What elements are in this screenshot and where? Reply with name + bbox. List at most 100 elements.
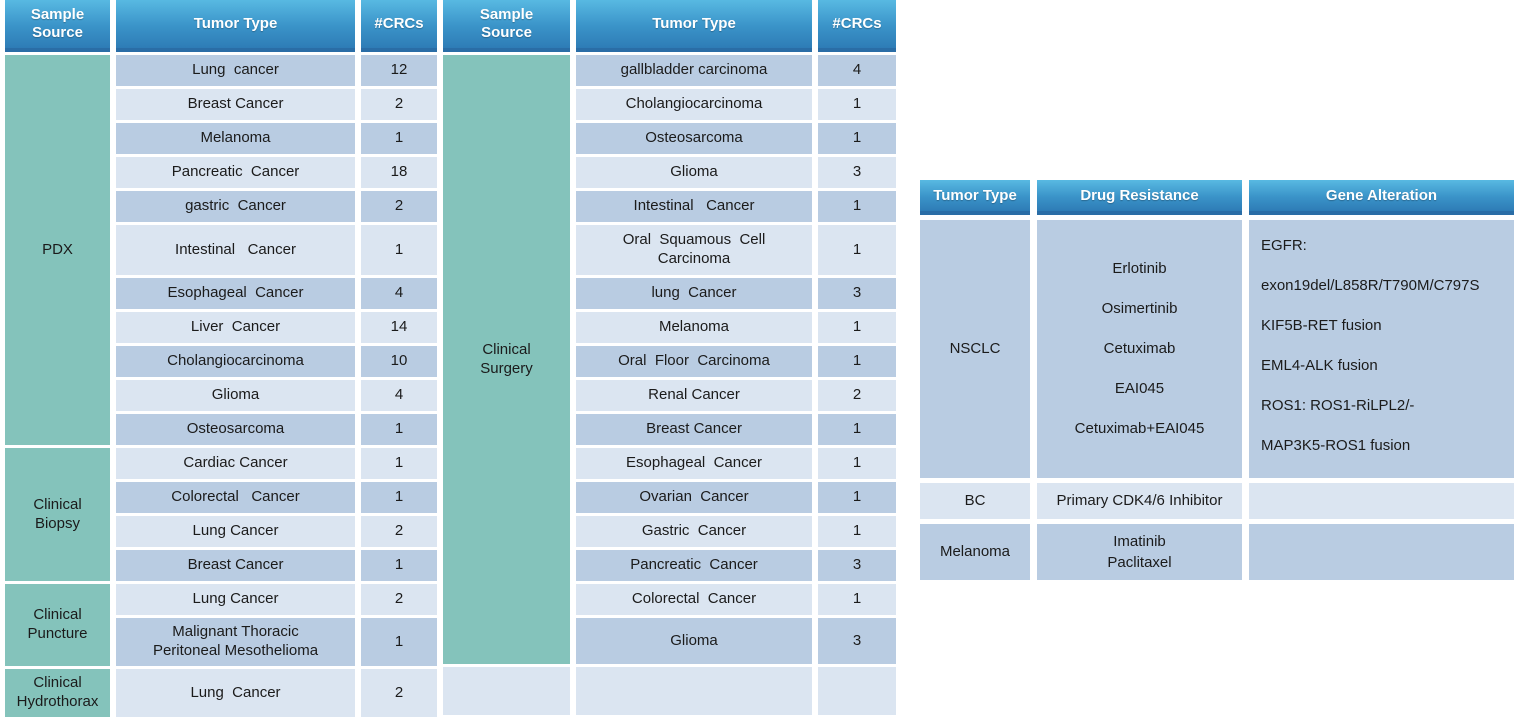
crc-count-cell: 1: [818, 89, 896, 120]
header-cell-sample-source: Sample Source: [443, 0, 570, 52]
tumor-type-cell: Liver Cancer: [116, 312, 355, 343]
drug-resistance-cell: Erlotinib Osimertinib Cetuximab EAI045 C…: [1037, 220, 1242, 478]
crc-count-cell: 2: [361, 89, 437, 120]
tumor-type-cell: Colorectal Cancer: [576, 584, 812, 615]
tumor-type-cell: Glioma: [116, 380, 355, 411]
tumor-type-cell: Melanoma: [116, 123, 355, 154]
header-label: Drug Resistance: [1080, 186, 1199, 204]
header-cell-crcs: #CRCs: [361, 0, 437, 52]
tumor-type-cell: Pancreatic Cancer: [116, 157, 355, 188]
tumor-type-cell: Glioma: [576, 157, 812, 188]
crc-count-cell: 2: [818, 380, 896, 411]
tumor-type-cell: Renal Cancer: [576, 380, 812, 411]
header-label: Tumor Type: [193, 15, 278, 32]
gene-alteration-cell: [1249, 524, 1514, 580]
tumor-type-cell: Glioma: [576, 618, 812, 664]
empty-source-cell: [443, 667, 570, 715]
tumor-type-cell: Cholangiocarcinoma: [116, 346, 355, 377]
drug-item: EAI045: [1114, 380, 1165, 397]
header-cell-tumor-type: Tumor Type: [920, 180, 1030, 215]
header-cell-tumor-type: Tumor Type: [116, 0, 355, 52]
header-label: #CRCs: [374, 15, 424, 32]
header-label: Gene Alteration: [1325, 186, 1438, 204]
crc-count-cell: 2: [361, 191, 437, 222]
crc-count-cell: 1: [361, 123, 437, 154]
crc-count-cell: 1: [818, 414, 896, 445]
drug-item: Cetuximab+EAI045: [1074, 420, 1205, 437]
crc-count-cell: 14: [361, 312, 437, 343]
header-cell-drug-resistance: Drug Resistance: [1037, 180, 1242, 215]
tumor-type-cell: Lung cancer: [116, 55, 355, 86]
tumor-type-cell: Intestinal Cancer: [116, 225, 355, 275]
drug-item: Paclitaxel: [1107, 554, 1172, 571]
tumor-type-cell: Esophageal Cancer: [116, 278, 355, 309]
tumor-type-cell: lung Cancer: [576, 278, 812, 309]
header-label: #CRCs: [832, 15, 882, 32]
drug-item: Osimertinib: [1101, 300, 1178, 317]
crc-count-cell: 3: [818, 278, 896, 309]
tumor-type-cell: Lung Cancer: [116, 584, 355, 615]
tumor-type-cell: Melanoma: [576, 312, 812, 343]
tumor-type-cell: Ovarian Cancer: [576, 482, 812, 513]
crc-count-cell: 1: [361, 448, 437, 479]
crc-count-cell: 4: [361, 380, 437, 411]
drug-item: Imatinib: [1113, 533, 1166, 550]
tumor-type-cell: Cardiac Cancer: [116, 448, 355, 479]
gene-alteration-cell: [1249, 483, 1514, 519]
tumor-type-cell: Malignant Thoracic Peritoneal Mesothelio…: [116, 618, 355, 666]
gene-item: ROS1: ROS1-RiLPL2/-: [1261, 397, 1415, 414]
crc-count-cell: 3: [818, 550, 896, 581]
crc-count-cell: 1: [818, 516, 896, 547]
sample-source-table-middle: Sample Source Tumor Type #CRCs Clinical …: [443, 0, 896, 715]
drug-item: Erlotinib: [1112, 260, 1167, 277]
tumor-type-cell: Intestinal Cancer: [576, 191, 812, 222]
crc-count-cell: 1: [361, 482, 437, 513]
crc-count-cell: 12: [361, 55, 437, 86]
gene-item: EML4-ALK fusion: [1261, 357, 1378, 374]
crc-count-cell: 1: [361, 618, 437, 666]
crc-count-cell: 2: [361, 669, 437, 717]
drug-resistance-cell: Imatinib Paclitaxel: [1037, 524, 1242, 580]
group-cell-pdx: PDX: [5, 55, 110, 445]
crc-count-cell: 1: [818, 482, 896, 513]
tumor-type-cell: NSCLC: [920, 220, 1030, 478]
tumor-type-cell: Osteosarcoma: [576, 123, 812, 154]
header-label: Sample Source: [479, 6, 534, 41]
crc-count-cell: 18: [361, 157, 437, 188]
crc-count-cell: 2: [361, 584, 437, 615]
tumor-type-cell: Oral Squamous Cell Carcinoma: [576, 225, 812, 275]
crc-count-cell: 1: [818, 312, 896, 343]
gene-alteration-cell: EGFR: exon19del/L858R/T790M/C797S KIF5B-…: [1249, 220, 1514, 478]
crc-count-cell: 1: [818, 584, 896, 615]
crc-count-cell: 4: [818, 55, 896, 86]
tumor-type-cell: Gastric Cancer: [576, 516, 812, 547]
gene-item: MAP3K5-ROS1 fusion: [1261, 437, 1411, 454]
header-cell-tumor-type: Tumor Type: [576, 0, 812, 52]
crc-count-cell: 1: [361, 414, 437, 445]
header-label: Tumor Type: [933, 186, 1017, 204]
crc-count-cell: 3: [818, 157, 896, 188]
header-label: Tumor Type: [652, 15, 736, 32]
tumor-type-cell: Breast Cancer: [576, 414, 812, 445]
crc-count-cell: 1: [818, 346, 896, 377]
tumor-type-cell: Osteosarcoma: [116, 414, 355, 445]
drug-item: Cetuximab: [1103, 340, 1176, 357]
group-cell-clinical-puncture: Clinical Puncture: [5, 584, 110, 666]
tumor-type-cell: Melanoma: [920, 524, 1030, 580]
header-label: Sample Source: [30, 6, 85, 41]
tumor-type-cell: Lung Cancer: [116, 516, 355, 547]
empty-tumor-cell: [576, 667, 812, 715]
tumor-type-cell: gallbladder carcinoma: [576, 55, 812, 86]
crc-count-cell: 1: [818, 448, 896, 479]
tumor-type-cell: Colorectal Cancer: [116, 482, 355, 513]
tumor-type-cell: BC: [920, 483, 1030, 519]
tumor-type-cell: Pancreatic Cancer: [576, 550, 812, 581]
tumor-type-cell: Lung Cancer: [116, 669, 355, 717]
tumor-type-cell: Breast Cancer: [116, 89, 355, 120]
crc-count-cell: 1: [361, 225, 437, 275]
crc-count-cell: 1: [818, 191, 896, 222]
header-cell-gene-alteration: Gene Alteration: [1249, 180, 1514, 215]
crc-count-cell: 1: [818, 225, 896, 275]
tumor-type-cell: Cholangiocarcinoma: [576, 89, 812, 120]
crc-count-cell: 2: [361, 516, 437, 547]
